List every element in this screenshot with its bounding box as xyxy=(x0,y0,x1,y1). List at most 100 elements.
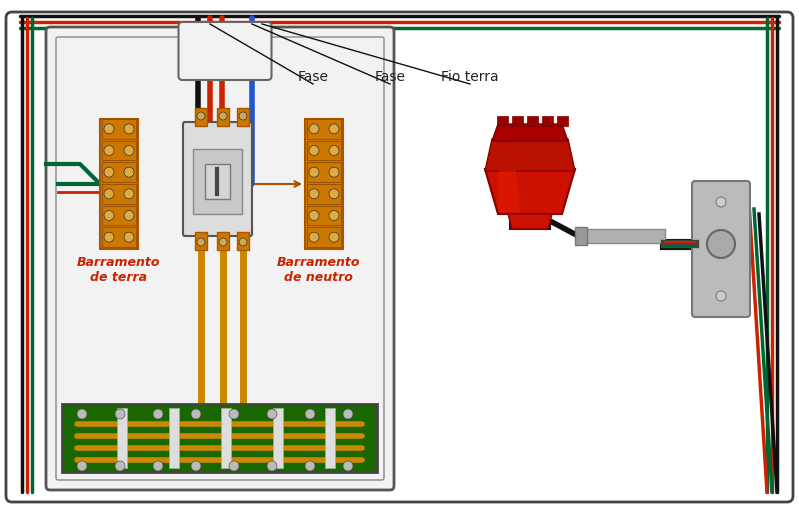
Circle shape xyxy=(239,238,247,246)
Text: Barramento
de terra: Barramento de terra xyxy=(76,256,160,284)
Text: Fase: Fase xyxy=(375,70,406,84)
Circle shape xyxy=(191,409,201,419)
Circle shape xyxy=(124,211,134,221)
Circle shape xyxy=(329,145,339,156)
Circle shape xyxy=(716,291,726,301)
Text: Barramento
de neutro: Barramento de neutro xyxy=(276,256,360,284)
Circle shape xyxy=(309,211,319,221)
FancyBboxPatch shape xyxy=(692,181,750,317)
Bar xyxy=(102,184,136,204)
Bar xyxy=(575,227,587,245)
Bar xyxy=(117,408,127,468)
Bar xyxy=(169,408,179,468)
Circle shape xyxy=(153,409,163,419)
Circle shape xyxy=(329,189,339,199)
Bar xyxy=(193,149,242,214)
Circle shape xyxy=(124,189,134,199)
Circle shape xyxy=(124,167,134,177)
Bar xyxy=(307,227,341,247)
Circle shape xyxy=(707,230,735,258)
Circle shape xyxy=(115,461,125,471)
Bar xyxy=(580,229,665,243)
FancyBboxPatch shape xyxy=(178,22,272,80)
Bar xyxy=(512,116,523,126)
Circle shape xyxy=(115,409,125,419)
Bar xyxy=(102,141,136,160)
Circle shape xyxy=(229,461,239,471)
Polygon shape xyxy=(508,214,552,229)
Bar xyxy=(273,408,283,468)
Circle shape xyxy=(716,197,726,207)
FancyBboxPatch shape xyxy=(6,12,793,502)
Circle shape xyxy=(219,238,227,246)
Circle shape xyxy=(104,124,114,134)
Circle shape xyxy=(309,167,319,177)
Circle shape xyxy=(191,461,201,471)
FancyBboxPatch shape xyxy=(46,27,394,490)
Circle shape xyxy=(309,145,319,156)
Bar xyxy=(62,404,377,472)
Circle shape xyxy=(329,232,339,242)
Text: Fase: Fase xyxy=(297,70,328,84)
Bar xyxy=(325,408,335,468)
Bar xyxy=(307,162,341,182)
Circle shape xyxy=(104,232,114,242)
Circle shape xyxy=(104,211,114,221)
Bar xyxy=(542,116,553,126)
Bar xyxy=(221,408,231,468)
Bar xyxy=(205,164,230,199)
Bar xyxy=(102,227,136,247)
Circle shape xyxy=(343,409,353,419)
Bar xyxy=(195,232,207,250)
Circle shape xyxy=(104,167,114,177)
Circle shape xyxy=(197,112,205,120)
Bar xyxy=(527,116,538,126)
Bar xyxy=(102,206,136,225)
Circle shape xyxy=(267,409,277,419)
Bar xyxy=(557,116,568,126)
Bar xyxy=(237,232,249,250)
Circle shape xyxy=(329,211,339,221)
Polygon shape xyxy=(492,124,568,141)
Circle shape xyxy=(329,167,339,177)
Circle shape xyxy=(104,145,114,156)
Circle shape xyxy=(309,232,319,242)
Bar xyxy=(237,108,249,126)
Bar xyxy=(217,108,229,126)
Bar xyxy=(510,213,550,229)
Bar xyxy=(497,116,508,126)
Polygon shape xyxy=(498,170,520,212)
Bar xyxy=(307,119,341,139)
Circle shape xyxy=(329,124,339,134)
Circle shape xyxy=(124,124,134,134)
Bar xyxy=(100,119,138,249)
Circle shape xyxy=(219,112,227,120)
Polygon shape xyxy=(485,139,575,171)
Bar xyxy=(307,206,341,225)
Circle shape xyxy=(153,461,163,471)
Circle shape xyxy=(124,232,134,242)
Bar xyxy=(307,141,341,160)
FancyBboxPatch shape xyxy=(183,122,252,236)
Bar xyxy=(217,232,229,250)
Circle shape xyxy=(104,189,114,199)
Bar xyxy=(305,119,343,249)
Bar xyxy=(102,119,136,139)
Text: Fio terra: Fio terra xyxy=(441,70,499,84)
Bar xyxy=(102,162,136,182)
Circle shape xyxy=(197,238,205,246)
Circle shape xyxy=(309,189,319,199)
Circle shape xyxy=(239,112,247,120)
Circle shape xyxy=(267,461,277,471)
Circle shape xyxy=(343,461,353,471)
Circle shape xyxy=(77,461,87,471)
Circle shape xyxy=(229,409,239,419)
Circle shape xyxy=(309,124,319,134)
Circle shape xyxy=(124,145,134,156)
Bar xyxy=(307,184,341,204)
Bar xyxy=(195,108,207,126)
Circle shape xyxy=(305,409,315,419)
Circle shape xyxy=(77,409,87,419)
Circle shape xyxy=(305,461,315,471)
Polygon shape xyxy=(485,169,575,214)
